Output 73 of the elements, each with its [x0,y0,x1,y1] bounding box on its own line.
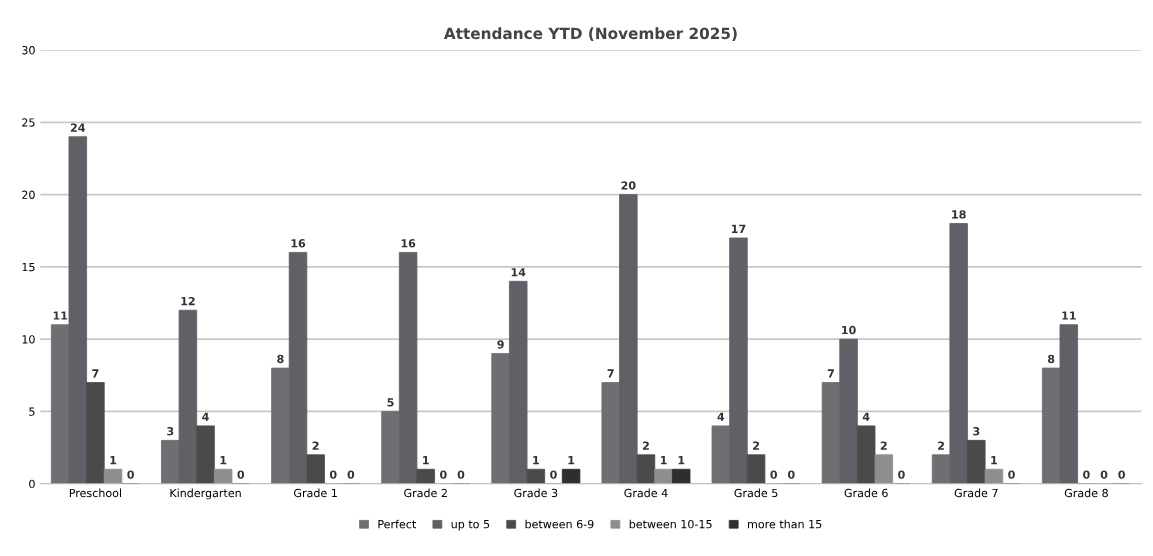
data-label: 1 [110,456,117,465]
x-tick-label: Grade 7 [954,488,998,498]
data-label: 1 [568,456,575,465]
legend-label: more than 15 [748,519,822,529]
data-label: 0 [1100,470,1108,479]
data-label: 0 [1083,470,1090,479]
x-tick-label: Grade 6 [844,488,888,498]
data-label: 1 [533,456,539,465]
y-tick-label: 25 [22,118,35,127]
y-tick-label: 0 [29,479,35,489]
data-label: 5 [387,398,394,407]
legend-label: between 10-15 [629,519,712,529]
data-label: 14 [511,268,526,277]
data-label: 0 [898,470,905,479]
data-label: 1 [678,456,685,465]
data-label: 0 [1118,470,1125,479]
chart-title: Attendance YTD (November 2025) [443,27,737,41]
data-label: 4 [862,412,870,421]
data-label: 16 [291,239,306,248]
data-label: 11 [53,311,68,320]
data-label: 7 [607,369,614,378]
x-tick-label: Grade 5 [734,488,778,498]
y-tick-label: 15 [22,263,35,272]
data-label: 16 [401,239,416,248]
legend-label: between 6-9 [525,519,594,529]
legend-label: up to 5 [451,520,490,531]
data-label: 9 [497,340,504,349]
y-tick-label: 5 [29,407,35,416]
data-label: 8 [277,354,284,364]
y-tick-label: 30 [22,46,35,55]
data-label: 3 [973,427,980,436]
data-label: 4 [717,412,725,421]
data-label: 7 [92,369,99,378]
data-label: 8 [1047,354,1055,364]
data-label: 1 [220,456,227,465]
data-label: 2 [938,441,944,450]
y-tick-label: 20 [22,190,35,199]
data-label: 1 [660,456,667,465]
data-label: 11 [1062,311,1076,320]
x-tick-label: Preschool [69,488,122,498]
data-label: 10 [842,325,856,335]
data-label: 20 [621,181,636,190]
x-tick-label: Grade 3 [514,488,558,498]
x-tick-label: Grade 4 [624,488,668,498]
data-label: 0 [550,470,557,479]
data-label: 18 [952,210,966,219]
x-tick-label: Kindergarten [170,488,241,500]
data-label: 0 [770,470,778,479]
data-label: 0 [127,470,134,479]
x-tick-label: Grade 2 [404,488,447,498]
data-label: 1 [991,456,998,465]
data-label: 2 [753,441,759,450]
data-label: 0 [347,470,355,479]
x-tick-label: Grade 1 [294,488,337,498]
data-label: 0 [440,470,447,479]
data-label: 0 [1008,470,1015,479]
data-label: 2 [642,441,649,450]
data-label: 0 [329,470,337,479]
data-label: 1 [423,456,429,465]
data-label: 2 [312,441,319,450]
data-label: 24 [70,123,86,132]
data-label: 2 [880,441,887,450]
data-label: 17 [731,224,746,233]
data-label: 3 [167,427,174,436]
x-tick-label: Grade 8 [1064,488,1108,498]
data-label: 7 [827,369,834,378]
data-label: 4 [202,412,209,421]
data-label: 0 [457,470,465,479]
data-label: 12 [181,296,195,306]
legend-label: Perfect [378,519,416,529]
y-tick-label: 10 [22,335,35,344]
data-label: 0 [237,470,245,479]
data-label: 0 [787,470,795,479]
